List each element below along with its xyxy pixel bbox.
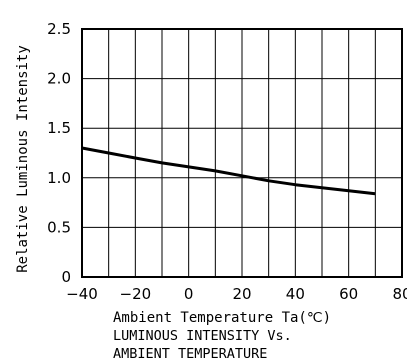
grid	[82, 29, 402, 277]
y-axis-label: Relative Luminous Intensity	[15, 45, 31, 273]
y-tick-label: 2.0	[47, 70, 71, 88]
x-tick-label: 20	[232, 285, 251, 303]
y-tick-label: 0.5	[47, 218, 71, 236]
chart-title-line-2: AMBIENT TEMPERATURE	[113, 346, 267, 362]
series-layer	[81, 146, 376, 196]
x-tick-label: 40	[286, 285, 305, 303]
plot-frame	[81, 28, 403, 278]
chart-title-line-1: LUMINOUS INTENSITY Vs.	[113, 328, 292, 344]
y-tick-label: 2.5	[47, 20, 71, 38]
x-tick-label: −20	[120, 285, 152, 303]
y-tick-label: 0	[61, 268, 71, 286]
x-tick-label: 0	[184, 285, 194, 303]
x-tick-label: −40	[66, 285, 98, 303]
x-tick-label: 80	[392, 285, 407, 303]
tick-labels: 0 0.5 1.0 1.5 2.0 2.5 −40 −20 0 20 40 60 80	[47, 20, 407, 303]
y-tick-label: 1.5	[47, 119, 71, 137]
x-tick-label: 60	[339, 285, 358, 303]
series-line	[81, 146, 376, 196]
y-tick-label: 1.0	[47, 169, 71, 187]
x-axis-label: Ambient Temperature Ta(℃)	[113, 310, 331, 326]
